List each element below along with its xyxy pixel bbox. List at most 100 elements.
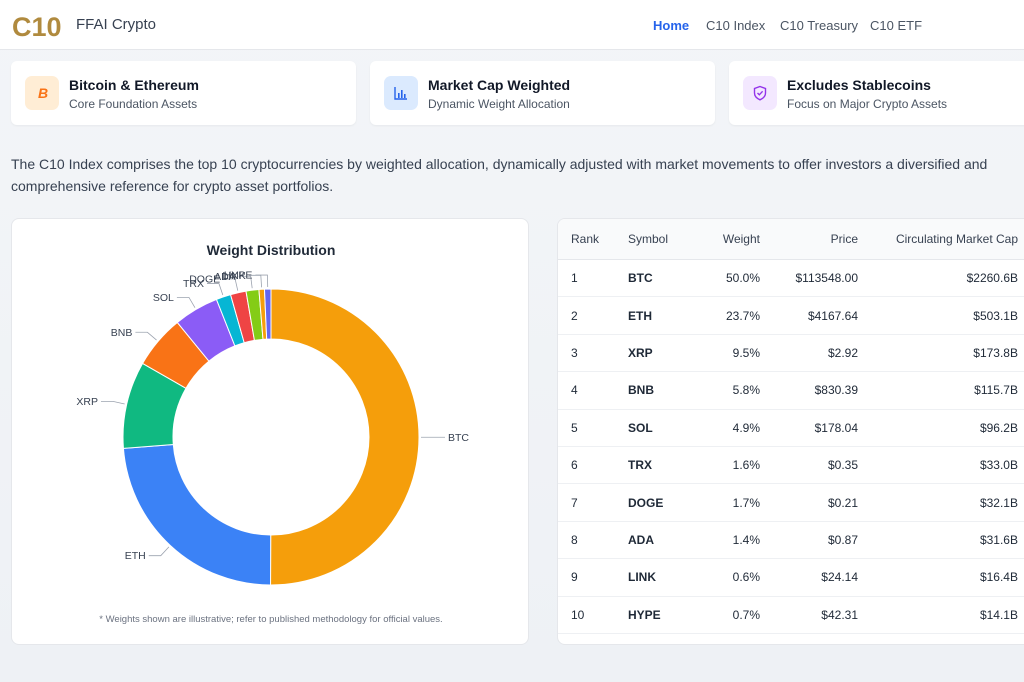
svg-text:C10: C10 (12, 12, 62, 41)
cell-extra: - (1019, 483, 1024, 522)
col-market-cap[interactable]: Circulating Market Cap (859, 219, 1019, 260)
cell-rank: 9 (558, 558, 624, 597)
slice-btc[interactable] (270, 288, 420, 586)
cell-weight: 4.9% (699, 409, 761, 447)
feature-card-stablecoins: Excludes Stablecoins Focus on Major Cryp… (729, 61, 1024, 125)
cell-price: $0.21 (761, 483, 859, 522)
cell-extra: - (1019, 521, 1024, 560)
cell-extra: - (1019, 446, 1024, 485)
cell-extra: - (1019, 259, 1024, 298)
slice-label-hype: HYPE (224, 270, 253, 282)
cell-market-cap: $16.4B (859, 558, 1019, 597)
slice-hype[interactable] (263, 288, 272, 340)
slice-label-ada: ADA (214, 271, 236, 283)
slice-label-trx: TRX (183, 278, 204, 290)
cell-market-cap: $115.7B (859, 371, 1019, 410)
cell-market-cap: $32.1B (859, 483, 1019, 522)
nav-c10-etf[interactable]: C10 ETF (870, 18, 923, 33)
cell-market-cap: $503.1B (859, 296, 1019, 335)
cell-symbol: ADA (624, 521, 699, 560)
slice-label-xrp: XRP (76, 396, 98, 408)
slice-label-eth: ETH (125, 550, 146, 562)
cell-symbol: DOGE (624, 483, 699, 522)
cell-extra: - (1019, 596, 1024, 634)
cell-symbol: SOL (624, 409, 699, 447)
slice-eth[interactable] (122, 444, 272, 586)
cell-price: $0.35 (761, 446, 859, 485)
nav-c10-index[interactable]: C10 Index (706, 18, 766, 33)
col-extra[interactable]: 2 (1019, 219, 1024, 260)
slice-label-bnb: BNB (111, 327, 133, 339)
col-weight[interactable]: Weight (699, 219, 761, 260)
constituents-table-card: Rank Symbol Weight Price Circulating Mar… (557, 218, 1024, 645)
chart-title: Weight Distribution (207, 242, 336, 258)
feature-title: Market Cap Weighted (428, 77, 571, 93)
feature-card-market-cap: Market Cap Weighted Dynamic Weight Alloc… (370, 61, 715, 125)
cell-symbol: HYPE (624, 596, 699, 634)
cell-extra: - (1019, 409, 1024, 447)
cell-extra: - (1019, 334, 1024, 373)
cell-price: $4167.64 (761, 296, 859, 335)
label-leader-line (100, 400, 125, 405)
col-symbol[interactable]: Symbol (624, 219, 699, 260)
col-rank[interactable]: Rank (558, 219, 624, 260)
label-leader-line (135, 331, 157, 341)
feature-subtitle: Dynamic Weight Allocation (428, 97, 570, 111)
c10-logo[interactable]: C10 (10, 9, 70, 41)
nav-home[interactable]: Home (653, 18, 690, 33)
cell-extra: - (1019, 371, 1024, 410)
cell-price: $113548.00 (761, 259, 859, 298)
col-price[interactable]: Price (761, 219, 859, 260)
cell-market-cap: $2260.6B (859, 259, 1019, 298)
cell-weight: 1.6% (699, 446, 761, 485)
top-navbar: C10 FFAI Crypto Home C10 Index C10 Treas… (0, 0, 1024, 50)
cell-rank: 8 (558, 521, 624, 560)
feature-subtitle: Core Foundation Assets (69, 97, 198, 111)
cell-rank: 1 (558, 259, 624, 298)
cell-market-cap: $33.0B (859, 446, 1019, 485)
cell-rank: 10 (558, 596, 624, 634)
cell-symbol: TRX (624, 446, 699, 485)
cell-extra: - (1019, 296, 1024, 335)
cell-price: $2.92 (761, 334, 859, 373)
constituents-table: Rank Symbol Weight Price Circulating Mar… (558, 219, 1024, 634)
cell-price: $42.31 (761, 596, 859, 634)
cell-market-cap: $173.8B (859, 334, 1019, 373)
donut-chart: Weight Distribution BTC ETH XRP BNB SOL TRXDO… (76, 242, 469, 625)
cell-rank: 2 (558, 296, 624, 335)
cell-rank: 5 (558, 409, 624, 447)
cell-weight: 9.5% (699, 334, 761, 373)
feature-subtitle: Focus on Major Crypto Assets (787, 97, 948, 111)
cell-rank: 3 (558, 334, 624, 373)
label-leader-line (176, 296, 196, 308)
cell-symbol: BTC (624, 259, 699, 298)
bitcoin-icon: B (25, 76, 59, 110)
weight-distribution-card: Weight Distribution BTC ETH XRP BNB SOL TRX DO… (11, 218, 529, 645)
label-leader-line (238, 275, 253, 289)
cell-symbol: LINK (624, 558, 699, 597)
label-leader-line (223, 278, 239, 291)
feature-card-btc-eth: B Bitcoin & Ethereum Core Foundation Ass… (11, 61, 356, 125)
cell-price: $24.14 (761, 558, 859, 597)
index-description: The C10 Index comprises the top 10 crypt… (11, 156, 988, 194)
cell-price: $178.04 (761, 409, 859, 447)
feature-title: Excludes Stablecoins (787, 77, 931, 93)
brand-name[interactable]: FFAI Crypto (76, 16, 157, 33)
cell-rank: 4 (558, 371, 624, 410)
cell-market-cap: $14.1B (859, 596, 1019, 634)
nav-c10-treasury[interactable]: C10 Treasury (780, 18, 859, 33)
slice-label-doge: DOGE (189, 274, 220, 286)
cell-market-cap: $96.2B (859, 409, 1019, 447)
svg-text:B: B (38, 85, 48, 101)
shield-icon (743, 76, 777, 110)
